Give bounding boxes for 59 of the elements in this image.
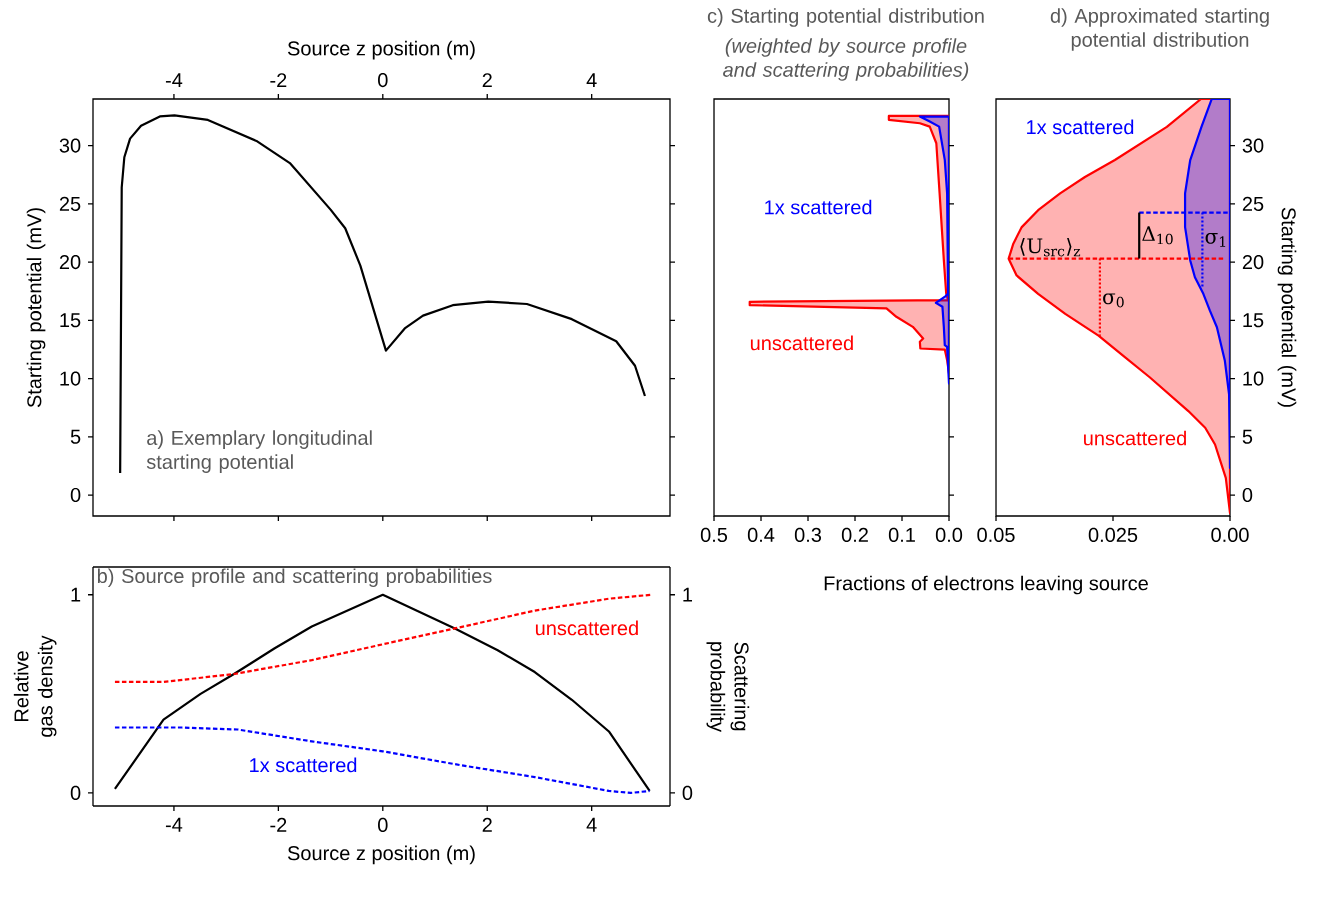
y-tick-label: 20 (59, 254, 81, 270)
series-label: unscattered (750, 335, 853, 351)
y-tick-label: 30 (59, 138, 81, 153)
x-tick-label: 0.05 (977, 527, 1015, 543)
x-tick-label: 0.5 (700, 527, 728, 543)
y-tick-label: 0 (70, 487, 81, 503)
chart-title: d) Approximated starting potential distribution (1050, 8, 1269, 51)
y-tick-label: 30 (1242, 138, 1264, 153)
chart-title: b) Source profile and scattering probabilities (97, 568, 492, 588)
y2-tick-label: 1 (683, 587, 693, 602)
x-tick-label: 0 (378, 817, 388, 833)
x-tick-label: -4 (165, 73, 183, 88)
text: a) Exemplary longitudinal starting potential (146, 430, 372, 473)
y-tick-label: 15 (1243, 313, 1264, 328)
x-tick-label: 4 (586, 817, 597, 832)
y2-tick-label: 0 (682, 785, 693, 801)
series-label: 1x scattered (250, 757, 357, 773)
x-axis-title: Fractions of electrons leaving source (824, 575, 1148, 595)
x-tick-label: 0.00 (1211, 527, 1249, 543)
x-tick-label: 0.025 (1088, 527, 1138, 543)
y-axis-title: Starting potential (mV) (26, 208, 46, 408)
x-tick-label: -2 (270, 817, 287, 832)
chart-subtitle: (weighted by source profile and scattering probabilities) (723, 38, 969, 81)
x-tick-label: 2 (482, 73, 492, 88)
y-tick-label: 10 (1243, 371, 1264, 386)
y-tick-label: 1 (71, 587, 81, 602)
y-tick-label: 20 (1242, 254, 1264, 270)
annotation: σ$_{1}$ (1205, 233, 1226, 247)
x-tick-label: 0.4 (747, 527, 775, 543)
x-tick-label: 4 (586, 73, 597, 88)
annotation: Δ$_{10}$ (1142, 226, 1173, 245)
x-tick-label: -2 (270, 73, 287, 88)
y-tick-label: 5 (70, 429, 81, 444)
x-tick-label: 2 (482, 817, 492, 832)
y-axis-title: Starting potential (mV) (1277, 207, 1297, 407)
series-label: unscattered (535, 620, 638, 636)
series-label: unscattered (1084, 430, 1186, 446)
y-tick-label: 15 (60, 313, 81, 328)
annotation: ⟨U$_{src}$⟩$_{z}$ (1020, 237, 1081, 257)
text: 1x scattered (765, 199, 872, 215)
annotation: σ$_{0}$ (1103, 293, 1124, 308)
x-tick-label: 0.3 (794, 527, 822, 543)
chart-title: c) Starting potential distribution (707, 8, 984, 27)
x-tick-label: -4 (165, 817, 183, 832)
y-tick-label: 25 (59, 196, 81, 211)
y-tick-label: 0 (70, 785, 81, 801)
x-axis-title: Source z position (m) (287, 40, 475, 60)
text: 1x scattered (1027, 119, 1134, 135)
y-axis-title: Relative gas density (13, 635, 57, 737)
x-tick-label: 0.0 (935, 527, 963, 543)
y-tick-label: 10 (60, 371, 81, 386)
x-tick-label: 0.2 (841, 527, 868, 543)
y2-axis-title: Scattering probability (706, 642, 750, 733)
x-tick-label: 0.1 (888, 527, 915, 543)
y-tick-label: 25 (1242, 196, 1264, 211)
y-tick-label: 5 (1242, 429, 1253, 444)
x-tick-label: 0 (378, 72, 388, 88)
x-axis-title: Source z position (m) (287, 845, 475, 865)
y-tick-label: 0 (1242, 487, 1253, 503)
